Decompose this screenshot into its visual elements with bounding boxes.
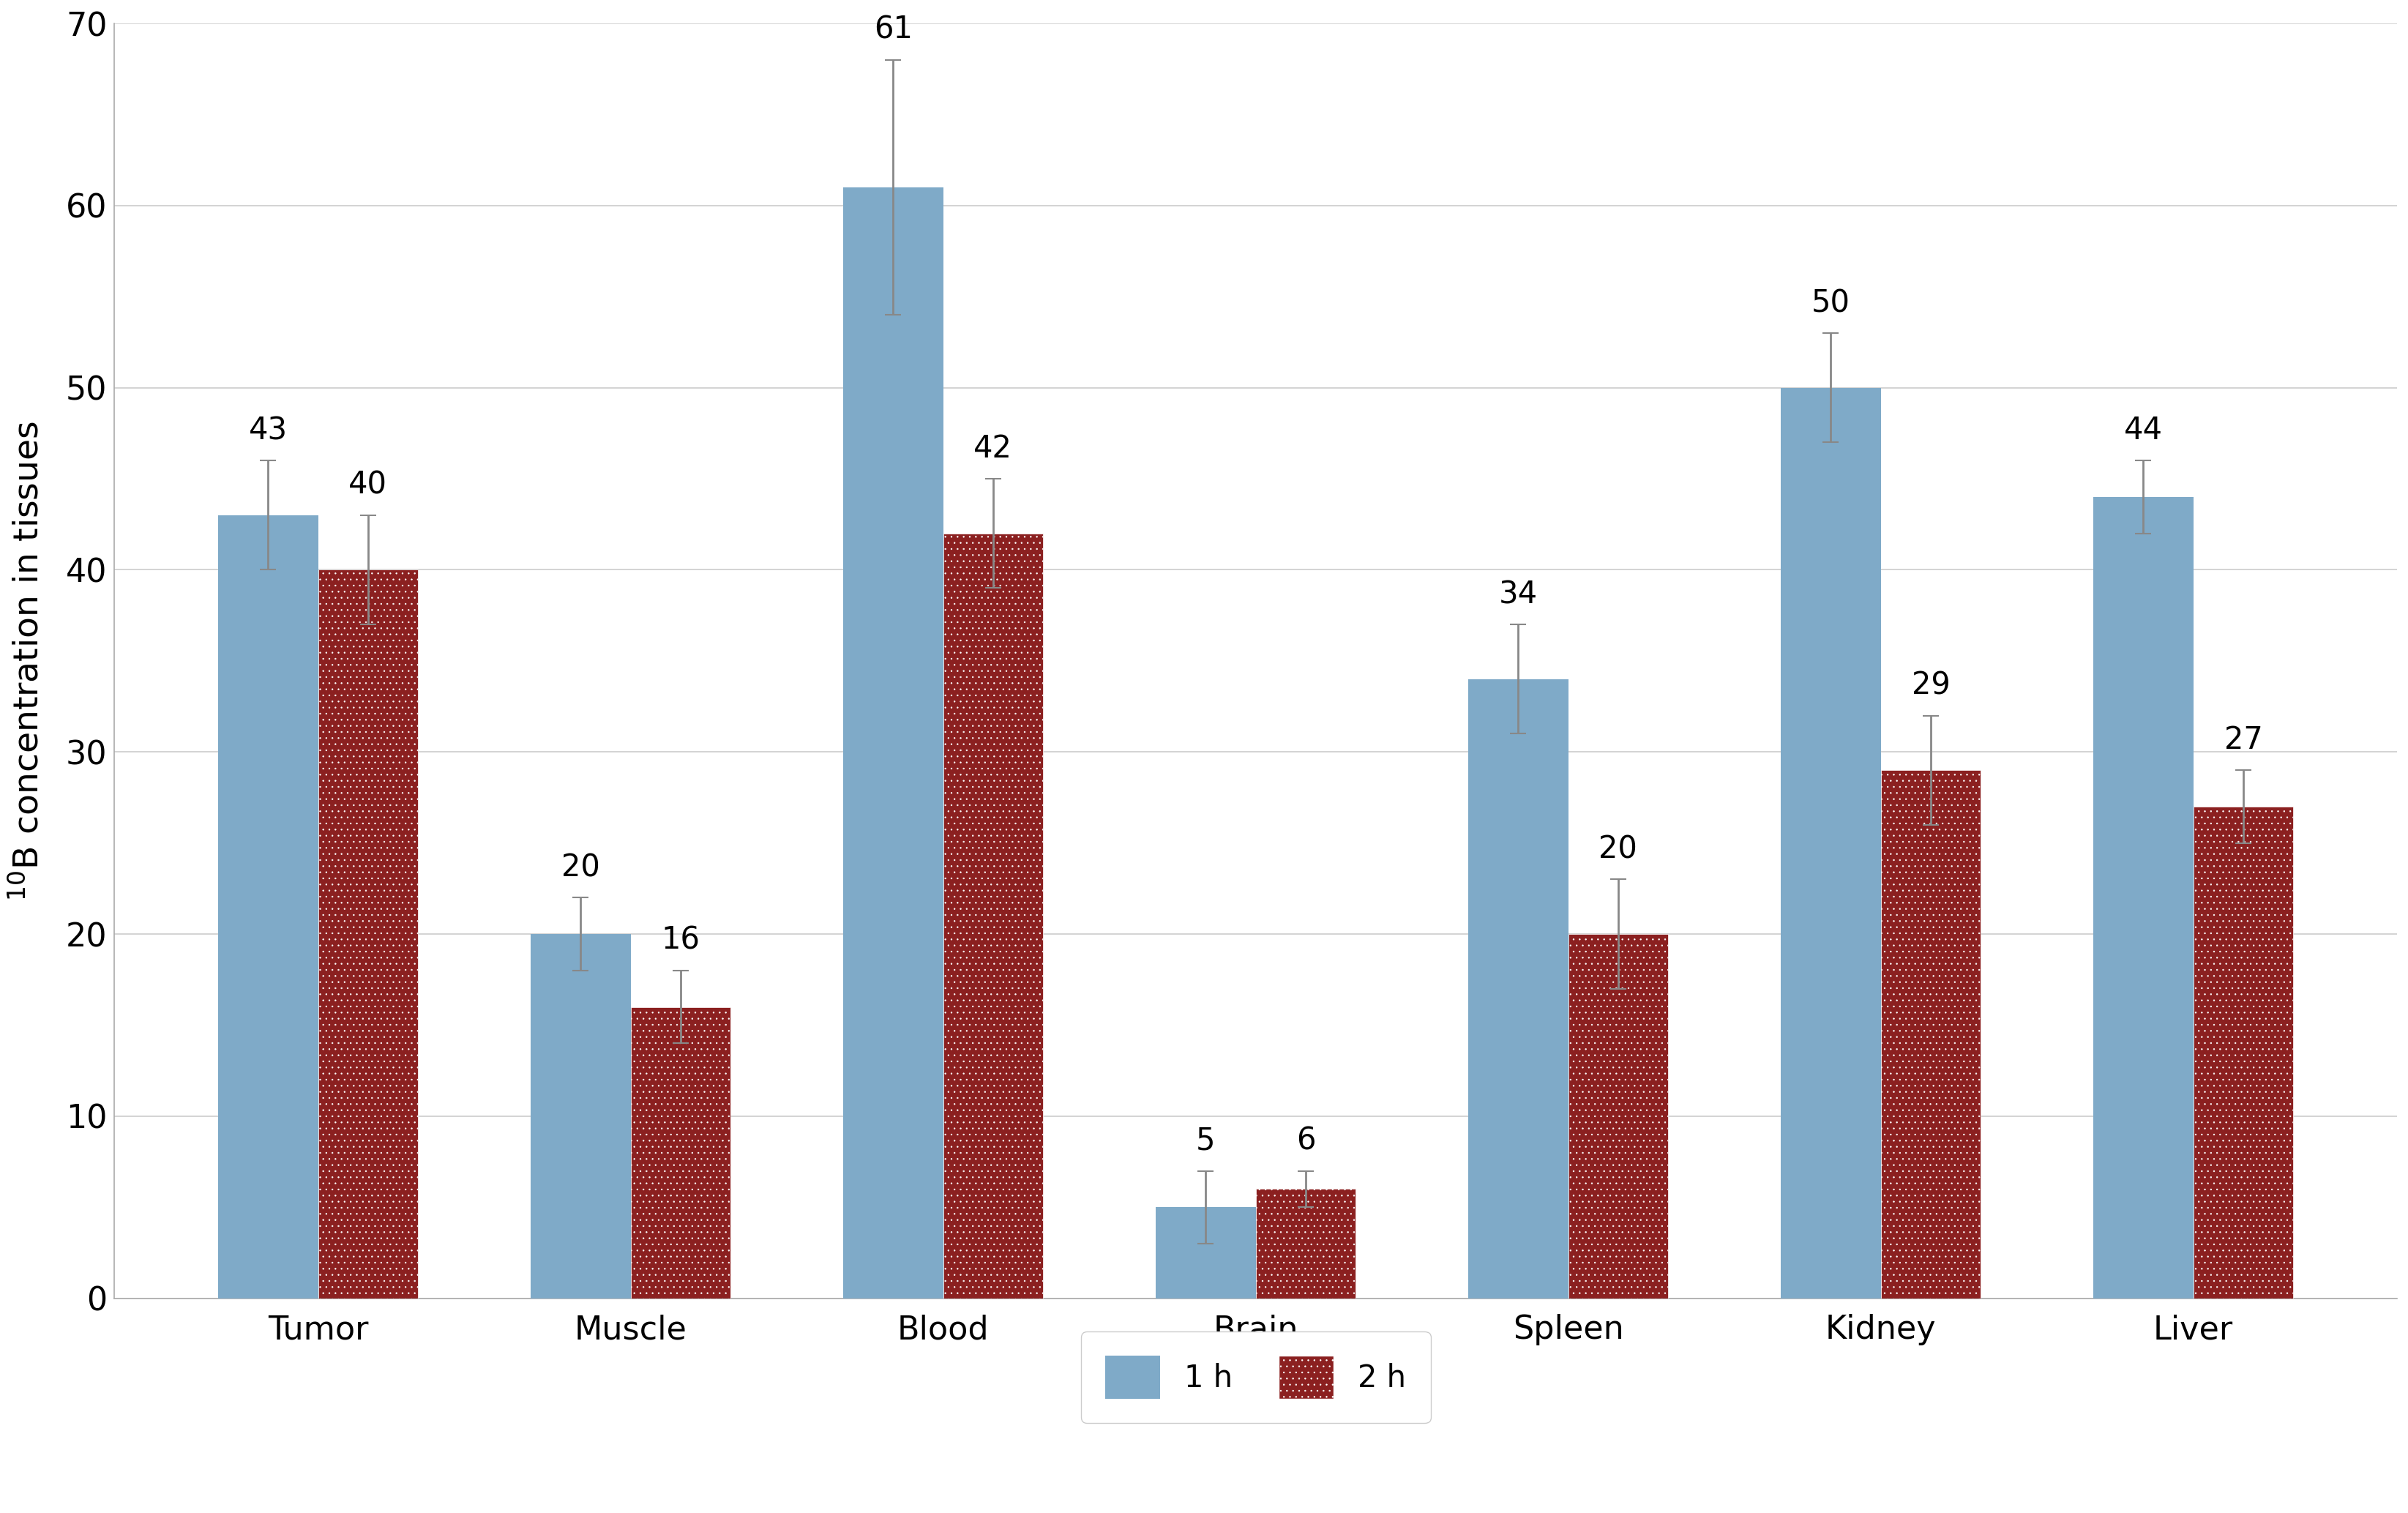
Text: 61: 61 — [874, 15, 913, 45]
Text: 43: 43 — [248, 415, 287, 446]
Text: 44: 44 — [2124, 415, 2162, 446]
Text: 42: 42 — [973, 433, 1011, 464]
Text: 29: 29 — [1912, 670, 1950, 701]
Bar — [843, 188, 944, 1298]
Y-axis label: $^{10}$B concentration in tissues: $^{10}$B concentration in tissues — [12, 421, 46, 900]
Bar — [1568, 934, 1669, 1298]
Text: 20: 20 — [561, 852, 600, 884]
Bar — [530, 934, 631, 1298]
Bar — [1780, 387, 1881, 1298]
Bar — [1469, 679, 1568, 1298]
Bar — [2093, 496, 2194, 1298]
Text: 5: 5 — [1197, 1126, 1216, 1156]
Text: 6: 6 — [1296, 1126, 1315, 1156]
Bar — [219, 514, 318, 1298]
Bar — [2194, 806, 2292, 1298]
Text: 27: 27 — [2225, 725, 2264, 755]
Text: 40: 40 — [349, 471, 388, 501]
Bar — [1255, 1189, 1356, 1298]
Legend: 1 h, 2 h: 1 h, 2 h — [1081, 1331, 1430, 1424]
Bar — [944, 534, 1043, 1298]
Text: 50: 50 — [1811, 287, 1849, 318]
Bar — [1881, 770, 1982, 1298]
Bar — [631, 1008, 730, 1298]
Bar — [318, 570, 419, 1298]
Text: 16: 16 — [662, 924, 701, 956]
Text: 20: 20 — [1599, 834, 1637, 865]
Text: 34: 34 — [1498, 579, 1539, 610]
Bar — [1156, 1207, 1255, 1298]
